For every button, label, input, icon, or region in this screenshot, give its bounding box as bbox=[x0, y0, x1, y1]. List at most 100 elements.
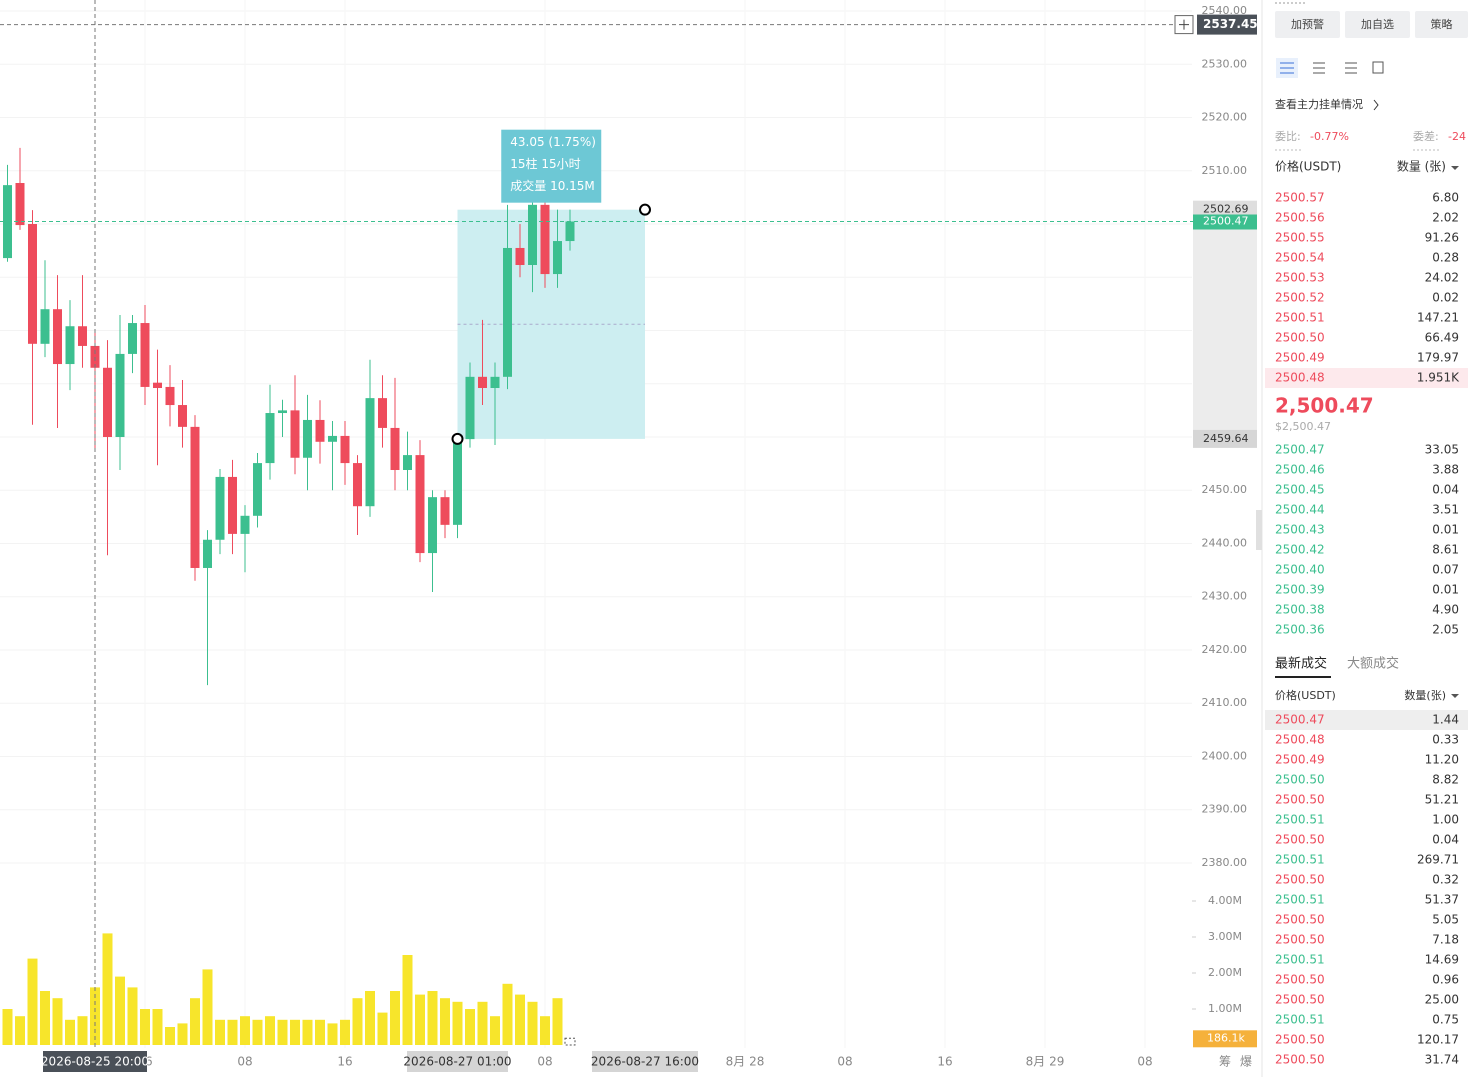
volume-bar bbox=[564, 1037, 576, 1046]
measure-label: 15柱 15小时 bbox=[510, 156, 580, 171]
trade-header: 价格(USDT) bbox=[1275, 688, 1336, 702]
x-tick-label: 08 bbox=[237, 1055, 252, 1069]
icon-bids[interactable] bbox=[1345, 62, 1357, 74]
trade-qty: 7.18 bbox=[1432, 933, 1459, 947]
y-tick-label: 2540.00 bbox=[1202, 4, 1248, 17]
measure-box bbox=[457, 209, 645, 439]
candle-body bbox=[203, 539, 212, 568]
candle-body bbox=[353, 463, 362, 507]
icon-depth[interactable] bbox=[1372, 61, 1384, 74]
ask-price: 2500.53 bbox=[1275, 271, 1325, 285]
button[interactable] bbox=[1415, 11, 1468, 38]
time-tag: 2026-08-27 16:00 bbox=[591, 1055, 699, 1069]
volume-bar bbox=[202, 969, 213, 1045]
trade-qty: 0.75 bbox=[1432, 1013, 1459, 1027]
icon-layout[interactable] bbox=[1280, 62, 1294, 74]
bid-qty: 0.01 bbox=[1432, 523, 1459, 537]
trade-price: 2500.50 bbox=[1275, 973, 1325, 987]
y-tick-label: 2380.00 bbox=[1202, 856, 1248, 869]
trade-qty: 25.00 bbox=[1425, 993, 1459, 1007]
volume-bar bbox=[265, 1016, 275, 1045]
volume-bar bbox=[352, 998, 363, 1045]
trade-price: 2500.50 bbox=[1275, 993, 1325, 1007]
trade-price: 2500.49 bbox=[1275, 753, 1325, 767]
candle-body bbox=[328, 435, 337, 442]
x-tick-label: 08 bbox=[537, 1055, 552, 1069]
volume-bar bbox=[302, 1019, 313, 1045]
price-tag: 2459.64 bbox=[1203, 432, 1249, 445]
chevron bbox=[1373, 99, 1379, 111]
bid-price: 2500.38 bbox=[1275, 603, 1325, 617]
trade-price: 2500.51 bbox=[1275, 813, 1325, 827]
trade-qty: 0.32 bbox=[1432, 873, 1459, 887]
trade-price: 2500.48 bbox=[1275, 733, 1325, 747]
ask-price: 2500.49 bbox=[1275, 351, 1325, 365]
candle-body bbox=[453, 439, 462, 525]
candle-body bbox=[365, 398, 375, 507]
last-price-tag-bg bbox=[1193, 214, 1257, 230]
button-label[interactable]: 加自选 bbox=[1361, 18, 1394, 31]
trade-price: 2500.51 bbox=[1275, 853, 1325, 867]
volume-bar bbox=[540, 1016, 550, 1045]
candle-body bbox=[515, 247, 525, 266]
trade-qty: 1.44 bbox=[1432, 713, 1459, 727]
icon-asks[interactable] bbox=[1313, 62, 1325, 74]
y-tick-label: 2450.00 bbox=[1202, 483, 1248, 496]
bid-price: 2500.36 bbox=[1275, 623, 1325, 637]
volume-tick-label: 4.00M bbox=[1208, 894, 1242, 907]
measure-label-bg bbox=[501, 129, 602, 203]
button[interactable] bbox=[1275, 11, 1340, 38]
candle-body bbox=[390, 427, 400, 471]
ask-qty: 2.02 bbox=[1432, 211, 1459, 225]
y-tick-label: 2400.00 bbox=[1202, 749, 1248, 762]
main-orders-link[interactable]: 查看主力挂单情况 bbox=[1275, 97, 1363, 111]
tab[interactable]: 大额成交 bbox=[1347, 656, 1399, 672]
bid-qty: 0.01 bbox=[1432, 583, 1459, 597]
y-tick-label: 2390.00 bbox=[1202, 803, 1248, 816]
trade-qty: 269.71 bbox=[1417, 853, 1459, 867]
bid-price: 2500.39 bbox=[1275, 583, 1325, 597]
trade-header[interactable]: 数量(张) bbox=[1404, 689, 1446, 702]
candle-body bbox=[65, 326, 75, 365]
book-header[interactable]: 数量 (张) bbox=[1397, 159, 1446, 174]
volume-bar bbox=[377, 1012, 388, 1045]
measure-handle[interactable] bbox=[451, 432, 464, 445]
trade-price: 2500.51 bbox=[1275, 1013, 1325, 1027]
volume-bar bbox=[327, 1023, 338, 1045]
candle-body bbox=[403, 455, 412, 471]
toolbar-icons bbox=[1276, 58, 1384, 78]
candle-body bbox=[215, 476, 225, 540]
trade-price: 2500.51 bbox=[1275, 893, 1325, 907]
candle-body bbox=[278, 410, 287, 414]
volume-bar bbox=[277, 1019, 288, 1045]
candle-body bbox=[190, 426, 200, 568]
trade-price: 2500.50 bbox=[1275, 793, 1325, 807]
volume-bar bbox=[490, 1016, 500, 1045]
x-tick-label: 08 bbox=[1137, 1055, 1152, 1069]
candle-body bbox=[290, 410, 300, 458]
bid-price: 2500.43 bbox=[1275, 523, 1325, 537]
corner-text: 爆 bbox=[1240, 1055, 1252, 1069]
bid-qty: 33.05 bbox=[1425, 443, 1459, 457]
bid-qty: 4.90 bbox=[1432, 603, 1459, 617]
button-label[interactable]: 加预警 bbox=[1291, 17, 1324, 31]
y-tick-label: 2520.00 bbox=[1202, 111, 1248, 124]
ask-price: 2500.52 bbox=[1275, 291, 1325, 305]
volume-bar bbox=[240, 1016, 250, 1045]
button[interactable] bbox=[1345, 11, 1410, 38]
measure-handle[interactable] bbox=[639, 203, 651, 216]
collapse-handle[interactable] bbox=[1256, 510, 1262, 550]
crosshair-time-bg bbox=[43, 1051, 147, 1072]
button-label[interactable]: 策略 bbox=[1431, 17, 1453, 31]
time-tag: 2026-08-27 01:00 bbox=[403, 1055, 511, 1069]
candle-body bbox=[303, 419, 312, 458]
axis-band bbox=[1193, 209, 1257, 439]
tab[interactable]: 最新成交 bbox=[1275, 656, 1327, 672]
trade-price: 2500.50 bbox=[1275, 913, 1325, 927]
candle-body bbox=[465, 376, 475, 440]
time-tag-bg bbox=[592, 1051, 698, 1072]
candle-body bbox=[78, 326, 87, 346]
volume-tick-label: 2.00M bbox=[1208, 966, 1242, 979]
volume-bar bbox=[515, 994, 525, 1045]
bid-qty: 0.04 bbox=[1432, 483, 1459, 497]
